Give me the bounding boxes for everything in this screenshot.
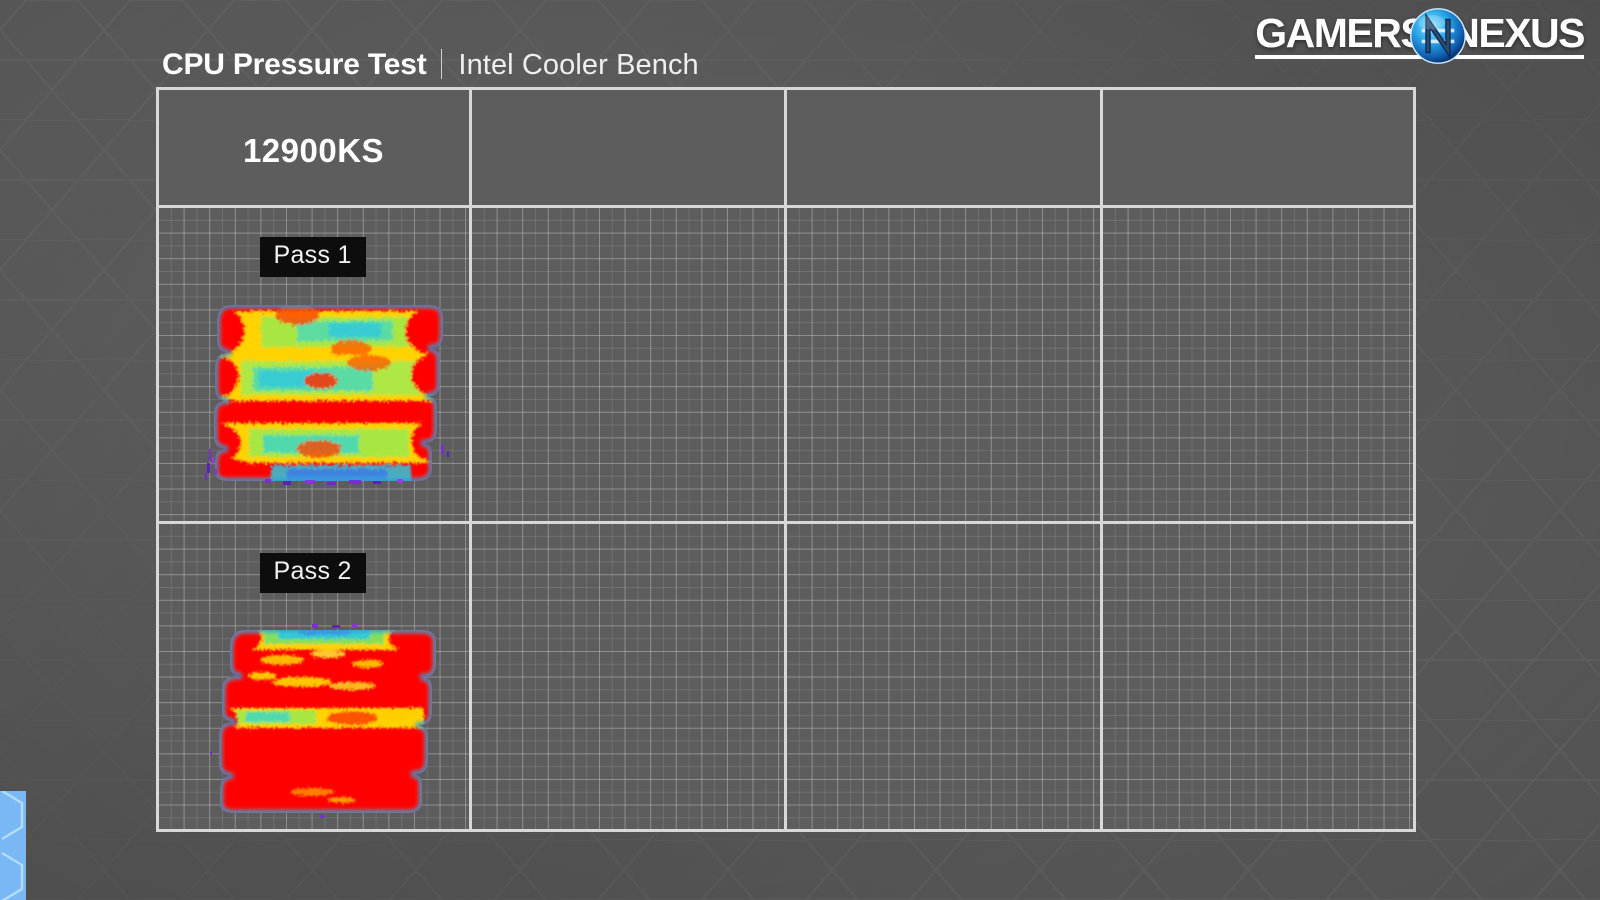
- cpu-name-label: 12900KS: [242, 131, 385, 169]
- title-separator: [440, 49, 442, 79]
- table-header-cell-4: [1099, 86, 1416, 208]
- table-row: [1099, 520, 1416, 832]
- table-header-cell-cpu: 12900KS: [155, 86, 472, 208]
- title-main-text: CPU Pressure Test: [162, 48, 427, 81]
- gamers-nexus-logo: GAMERS NEXUS: [1255, 7, 1585, 65]
- heatmap-pass2-speckles: [209, 623, 357, 818]
- table-row: [1099, 204, 1416, 524]
- table-header-cell-3: [783, 86, 1103, 208]
- heatmap-pass2-svg: [209, 623, 436, 818]
- heatmap-pass1-speckles: [204, 444, 449, 485]
- nexus-emblem-svg: [1410, 8, 1467, 64]
- table-row: Pass 1: [155, 204, 472, 524]
- heatmap-pass1: [201, 297, 451, 487]
- nexus-emblem-icon: [1409, 7, 1467, 65]
- table-row: Pass 2: [155, 520, 472, 832]
- table-row: [783, 204, 1103, 524]
- logo-word-nexus-text: NEXUS: [1450, 13, 1585, 59]
- logo-word-gamers-text: GAMERS: [1255, 13, 1428, 59]
- table-row: [783, 520, 1103, 832]
- table-row: [468, 204, 787, 524]
- table-row: [468, 520, 787, 832]
- accent-chip-hex-lines: [1, 789, 24, 900]
- table-header-cell-2: [468, 86, 787, 208]
- benchmark-table: 12900KS Pass 1: [155, 86, 1416, 832]
- heatmap-pass1-svg: [204, 304, 449, 485]
- accent-blue-chip: [0, 789, 26, 900]
- pass-1-tag: Pass 1: [259, 236, 366, 277]
- logo-word-nexus: NEXUS: [1450, 13, 1585, 59]
- logo-word-gamers: GAMERS: [1255, 13, 1428, 59]
- pass-2-tag: Pass 2: [259, 552, 366, 593]
- title-subtitle-text: Intel Cooler Bench: [458, 49, 699, 81]
- heatmap-pass2: [202, 623, 447, 819]
- page-title: CPU Pressure Test Intel Cooler Bench: [162, 48, 699, 82]
